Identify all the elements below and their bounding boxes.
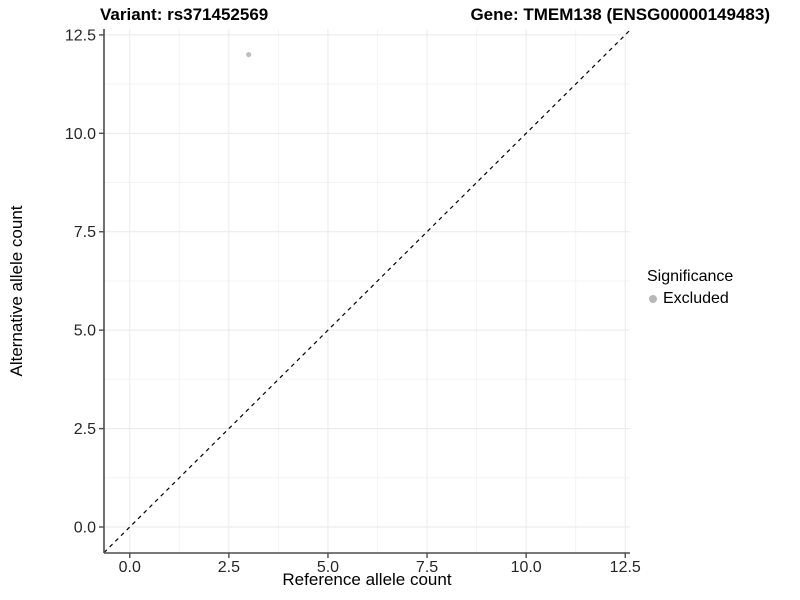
- legend-title: Significance: [647, 268, 734, 285]
- legend-key-dot: [649, 295, 657, 303]
- x-tick-label: 0.0: [119, 559, 141, 576]
- data-point: [246, 51, 252, 58]
- legend-item-excluded: Excluded: [645, 290, 733, 308]
- y-tick-label: 0.0: [74, 520, 96, 537]
- major-gridlines: [104, 29, 630, 553]
- minor-gridlines: [104, 29, 630, 553]
- x-tick-label: 5.0: [317, 559, 339, 576]
- data-points: [246, 51, 252, 58]
- y-axis-title: Alternative allele count: [7, 205, 26, 377]
- plot-title-variant: Variant: rs371452569: [100, 5, 269, 24]
- x-tick-label: 7.5: [416, 559, 438, 576]
- x-axis-title: Reference allele count: [282, 570, 452, 589]
- x-tick-label: 12.5: [610, 559, 641, 576]
- legend-item-label: Excluded: [663, 290, 729, 307]
- x-tick-label: 10.0: [511, 559, 542, 576]
- y-tick-label: 12.5: [65, 27, 96, 44]
- axis-tick-labels: 0.0 0.0 2.5 2.5 5.0 5.0 7.5 7.5 10.0 10.0 12.5 12.5: [65, 27, 641, 576]
- y-tick-label: 7.5: [74, 224, 96, 241]
- axis-ticks: [99, 34, 626, 558]
- plot-title-gene: Gene: TMEM138 (ENSG00000149483): [470, 5, 770, 24]
- legend: Significance Excluded: [645, 268, 733, 308]
- x-tick-label: 2.5: [218, 559, 240, 576]
- y-tick-label: 2.5: [74, 421, 96, 438]
- y-tick-label: 10.0: [65, 126, 96, 143]
- y-tick-label: 5.0: [74, 323, 96, 340]
- identity-dashed-line: [103, 29, 631, 554]
